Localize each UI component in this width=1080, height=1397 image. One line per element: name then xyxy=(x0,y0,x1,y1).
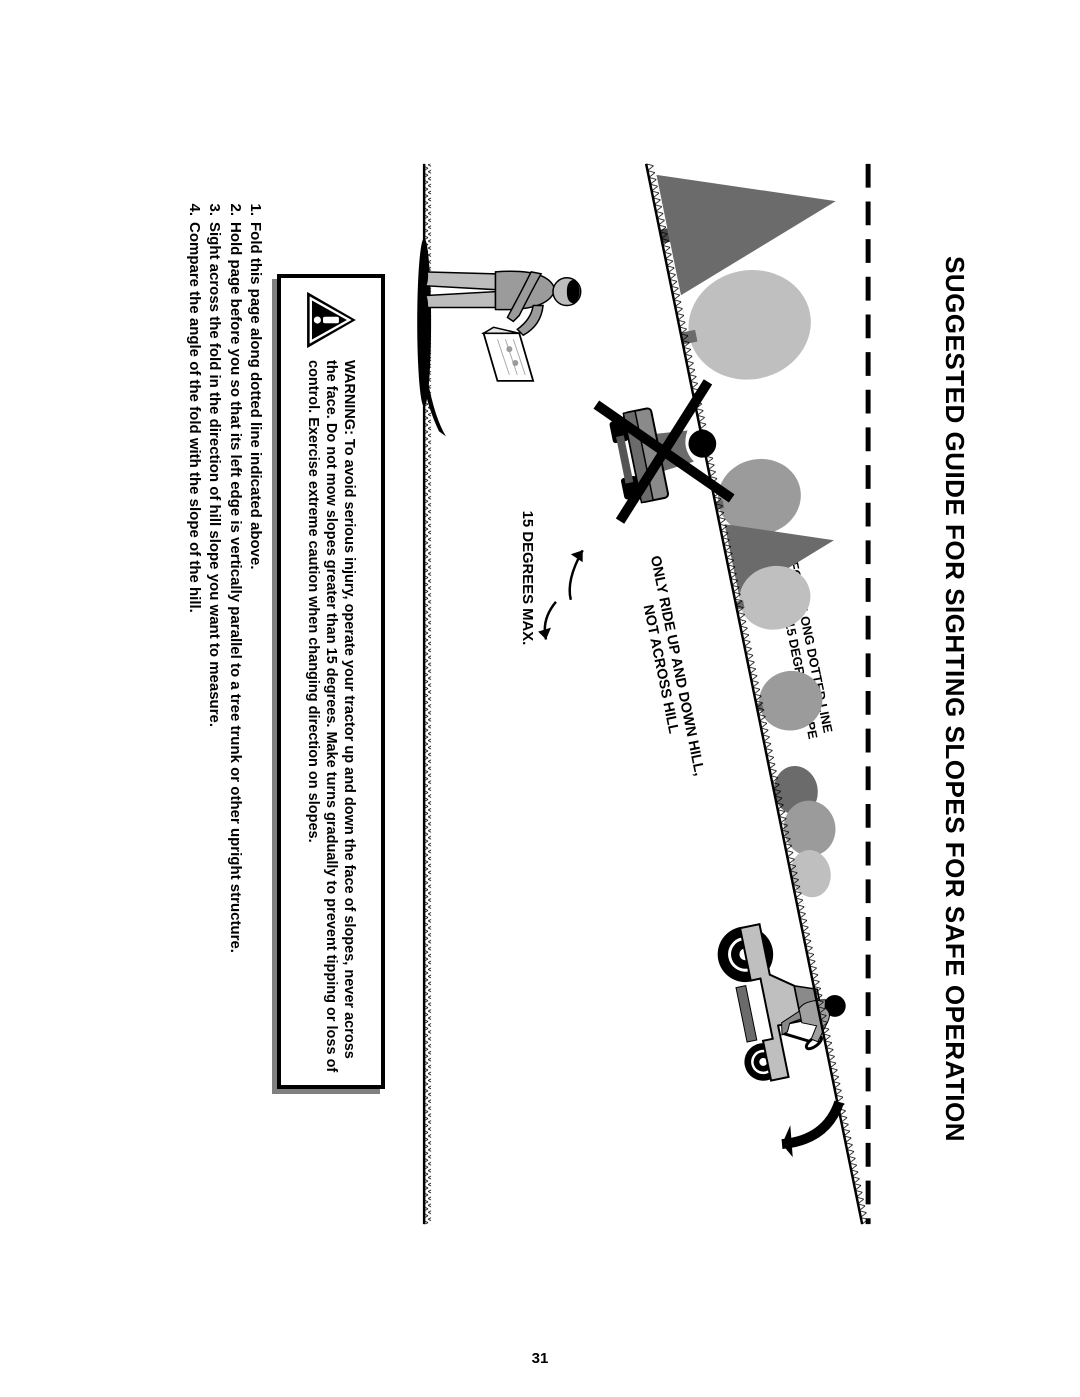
instruction-item: 4.Compare the angle of the fold with the… xyxy=(184,194,204,1194)
warning-box: WARNING: To avoid serious injury, operat… xyxy=(277,274,385,1089)
ride-label-group: ONLY RIDE UP AND DOWN HILL, NOT ACROSS H… xyxy=(612,508,716,827)
angle-indicator xyxy=(538,550,583,639)
instruction-item: 3.Sight across the fold in the direction… xyxy=(204,194,224,1194)
instruction-item: 2.Hold page before you so that its left … xyxy=(225,194,245,1194)
person-sighting xyxy=(417,238,581,436)
page-number: 31 xyxy=(0,1350,1080,1367)
warning-triangle-icon xyxy=(304,290,359,350)
slope-diagram: FOLD ALONG DOTTED LINE THIS IS A 15 DEGR… xyxy=(390,144,930,1244)
degrees-label: 15 DEGREES MAX. xyxy=(519,510,536,728)
instruction-list: 1.Fold this page along dotted line indic… xyxy=(184,194,265,1194)
instruction-item: 1.Fold this page along dotted line indic… xyxy=(245,194,265,1194)
warning-text: WARNING: To avoid serious injury, operat… xyxy=(304,360,358,1073)
page-title: SUGGESTED GUIDE FOR SIGHTING SLOPES FOR … xyxy=(939,124,970,1274)
mower-updown-correct xyxy=(713,909,874,1163)
